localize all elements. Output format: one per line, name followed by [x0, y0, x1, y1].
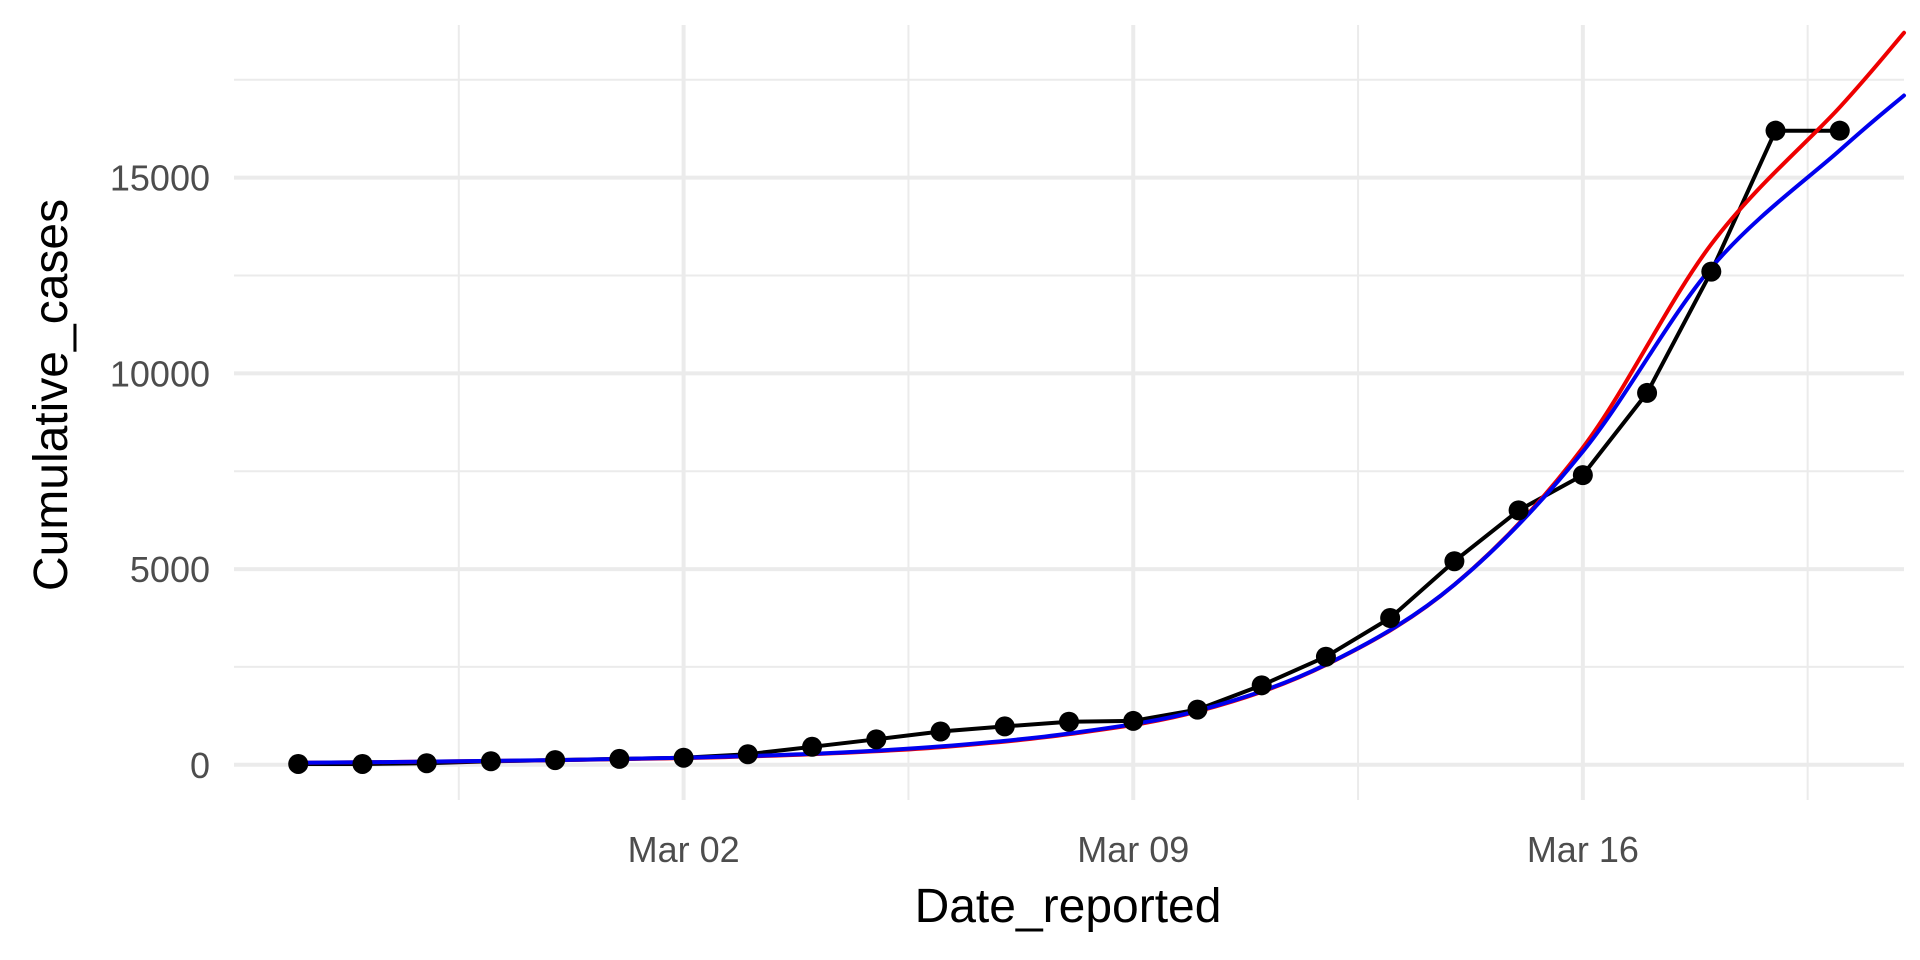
series-1-point [1508, 500, 1529, 521]
series-1-point [994, 716, 1015, 737]
series-1-point [545, 750, 566, 771]
x-tick-label: Mar 16 [1527, 829, 1639, 870]
series-3-line [296, 93, 1906, 765]
x-tick-label: Mar 09 [1077, 829, 1189, 870]
series-lines [296, 30, 1906, 766]
series-1-point [1059, 711, 1079, 732]
y-axis-title: Cumulative_cases [25, 199, 78, 591]
series-1-point [866, 729, 887, 750]
series-1-point [1765, 120, 1786, 141]
series-1-point [1123, 710, 1144, 731]
series-1-point [1572, 465, 1593, 486]
series-1-point [1251, 675, 1272, 696]
series-1-point [1187, 699, 1208, 720]
series-1-point [1829, 120, 1850, 141]
series-1-point [1315, 646, 1336, 667]
series-1-point [930, 721, 951, 742]
y-tick-label: 10000 [110, 353, 210, 394]
series-1-point [609, 748, 630, 769]
y-tick-label: 5000 [130, 549, 210, 590]
x-axis-tick-labels: Mar 02 Mar 09 Mar 16 [628, 829, 1639, 870]
x-tick-label: Mar 02 [628, 829, 740, 870]
y-tick-label: 15000 [110, 158, 210, 199]
y-axis-tick-labels: 0 5000 10000 15000 [110, 158, 210, 786]
major-gridlines [234, 25, 1904, 800]
series-1-point [1701, 261, 1722, 282]
series-1-point [737, 744, 758, 765]
series-1-point [288, 753, 309, 774]
series-2-line [296, 30, 1906, 765]
series-1-point [1380, 607, 1401, 628]
series-1-point [480, 751, 501, 772]
series-1-point [673, 747, 694, 768]
series-1-point [1637, 382, 1658, 403]
series-1-point [1444, 551, 1465, 572]
minor-gridlines [234, 25, 1904, 800]
series-1-point [416, 753, 437, 774]
series-1-line [296, 128, 1842, 766]
series-points [288, 120, 1850, 774]
y-tick-label: 0 [190, 745, 210, 786]
series-1-point [352, 753, 373, 774]
series-1-point [802, 736, 823, 757]
x-axis-title: Date_reported [915, 880, 1222, 933]
